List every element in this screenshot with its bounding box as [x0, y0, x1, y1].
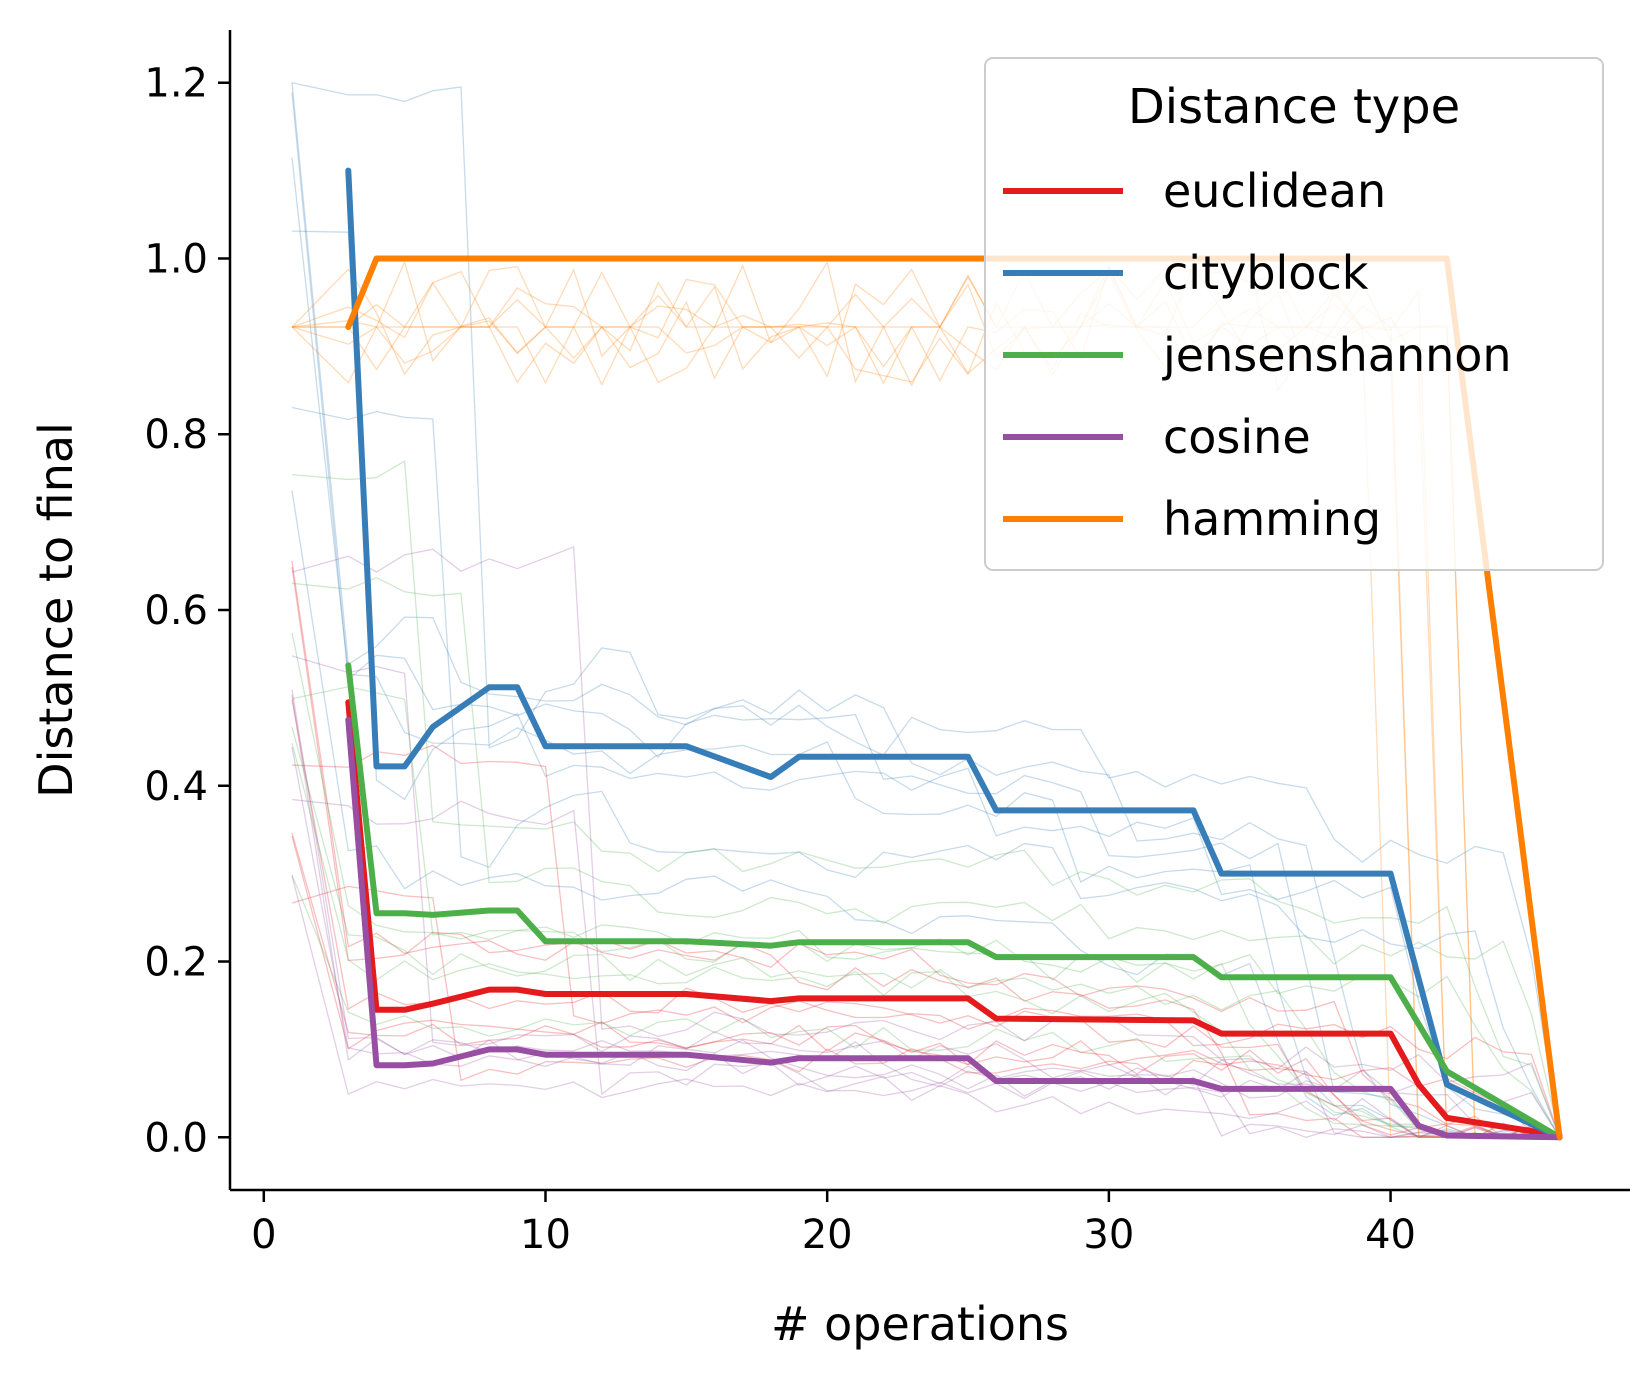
- legend-box: [984, 57, 1604, 571]
- faint-trace-euclidean: [291, 566, 1560, 1138]
- series-line-euclidean: [345, 699, 1563, 1139]
- faint-trace-euclidean: [291, 832, 1560, 1139]
- faint-trace-jensenshannon: [291, 742, 1560, 1138]
- faint-trace-cityblock: [291, 406, 1561, 1138]
- faint-trace-jensenshannon: [291, 727, 1560, 1138]
- faint-trace-cityblock: [291, 82, 1561, 1138]
- legend-title: Distance type: [1128, 79, 1460, 135]
- series-lines-layer: [345, 167, 1563, 1141]
- faint-trace-euclidean: [291, 835, 1560, 1139]
- x-tick-label: 40: [1365, 1212, 1416, 1258]
- legend-label-cosine: cosine: [1163, 410, 1311, 464]
- x-tick-label: 10: [520, 1212, 571, 1258]
- y-axis-label: Distance to final: [29, 422, 83, 798]
- faint-trace-euclidean: [291, 885, 1560, 1138]
- y-tick-label: 0.4: [144, 764, 208, 810]
- y-tick-label: 0.6: [144, 588, 208, 634]
- faint-trace-euclidean: [291, 561, 1560, 1138]
- series-line-cityblock: [345, 167, 1563, 1141]
- faint-trace-cityblock: [291, 230, 1560, 1138]
- x-axis-label: # operations: [771, 1297, 1069, 1351]
- y-tick-label: 0.0: [144, 1115, 208, 1161]
- faint-trace-jensenshannon: [291, 576, 1561, 1138]
- faint-trace-cosine: [291, 545, 1561, 1138]
- faint-trace-cosine: [291, 689, 1560, 1138]
- faint-trace-jensenshannon: [291, 874, 1560, 1138]
- series-line-hamming: [345, 255, 1563, 1141]
- faint-trace-cityblock: [291, 490, 1560, 1138]
- x-tick-label: 0: [251, 1212, 276, 1258]
- faint-trace-jensenshannon: [291, 686, 1561, 1138]
- faint-trace-jensenshannon: [291, 632, 1560, 1138]
- y-tick-label: 0.8: [144, 412, 208, 458]
- x-tick-label: 30: [1083, 1212, 1134, 1258]
- axes-layer: 0 10 20 30 40 0.0 0.2 0.4 0.6 0.8 1.0 1.2 # operatio…: [29, 30, 1630, 1351]
- faint-trace-cosine: [291, 875, 1560, 1138]
- faint-trace-cityblock: [291, 157, 1560, 1139]
- faint-trace-jensenshannon: [291, 460, 1561, 1138]
- legend-label-euclidean: euclidean: [1163, 164, 1386, 218]
- y-tick-label: 0.2: [144, 940, 208, 986]
- series-line-cosine: [345, 716, 1563, 1141]
- faint-trace-cosine: [291, 655, 1560, 1138]
- x-tick-label: 20: [802, 1212, 853, 1258]
- y-tick-label: 1.0: [144, 236, 208, 282]
- legend: Distance type euclidean cityblock jensensha…: [984, 57, 1604, 571]
- y-tick-label: 1.2: [144, 61, 208, 107]
- faint-trace-euclidean: [291, 699, 1560, 1138]
- faint-trace-cosine: [291, 746, 1560, 1138]
- legend-label-jensenshannon: jensenshannon: [1162, 328, 1512, 382]
- legend-label-cityblock: cityblock: [1163, 246, 1369, 300]
- faint-trace-cosine: [291, 695, 1560, 1138]
- series-line-jensenshannon: [345, 662, 1563, 1141]
- legend-label-hamming: hamming: [1163, 492, 1381, 546]
